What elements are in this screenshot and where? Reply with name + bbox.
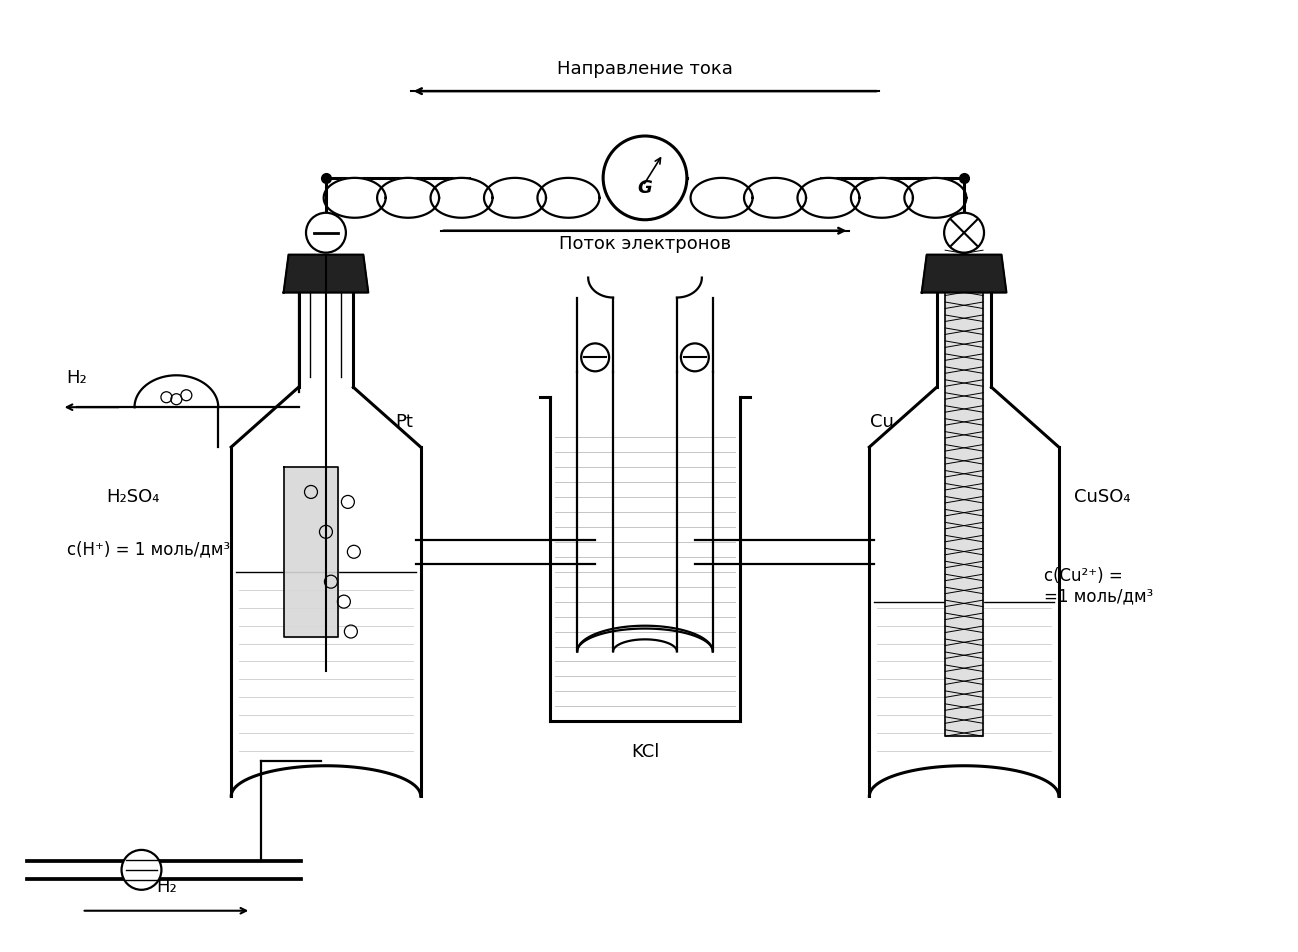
Text: H₂: H₂	[66, 369, 87, 387]
Text: G: G	[637, 179, 653, 197]
Text: KCl: KCl	[631, 744, 659, 762]
Circle shape	[122, 850, 161, 890]
Circle shape	[604, 136, 687, 220]
Polygon shape	[378, 178, 439, 218]
Circle shape	[944, 212, 984, 252]
Text: H₂SO₄: H₂SO₄	[106, 488, 160, 506]
Text: H₂: H₂	[156, 878, 177, 896]
Polygon shape	[945, 254, 983, 736]
Polygon shape	[484, 178, 546, 218]
Polygon shape	[537, 178, 600, 218]
Circle shape	[306, 212, 345, 252]
Polygon shape	[284, 467, 337, 637]
Polygon shape	[323, 178, 386, 218]
Text: Поток электронов: Поток электронов	[559, 235, 731, 252]
Polygon shape	[283, 254, 369, 292]
Polygon shape	[744, 178, 806, 218]
Text: Pt: Pt	[396, 413, 414, 431]
Polygon shape	[431, 178, 492, 218]
Text: CuSO₄: CuSO₄	[1073, 488, 1131, 506]
Circle shape	[582, 344, 609, 371]
Text: Направление тока: Направление тока	[557, 60, 733, 78]
Polygon shape	[922, 254, 1006, 292]
Circle shape	[681, 344, 709, 371]
Text: c(H⁺) = 1 моль/дм³: c(H⁺) = 1 моль/дм³	[66, 541, 230, 559]
Text: Cu: Cu	[871, 413, 894, 431]
Polygon shape	[797, 178, 859, 218]
Polygon shape	[691, 178, 753, 218]
Polygon shape	[905, 178, 966, 218]
Polygon shape	[851, 178, 912, 218]
Text: c(Cu²⁺) =
=1 моль/дм³: c(Cu²⁺) = =1 моль/дм³	[1044, 566, 1153, 605]
